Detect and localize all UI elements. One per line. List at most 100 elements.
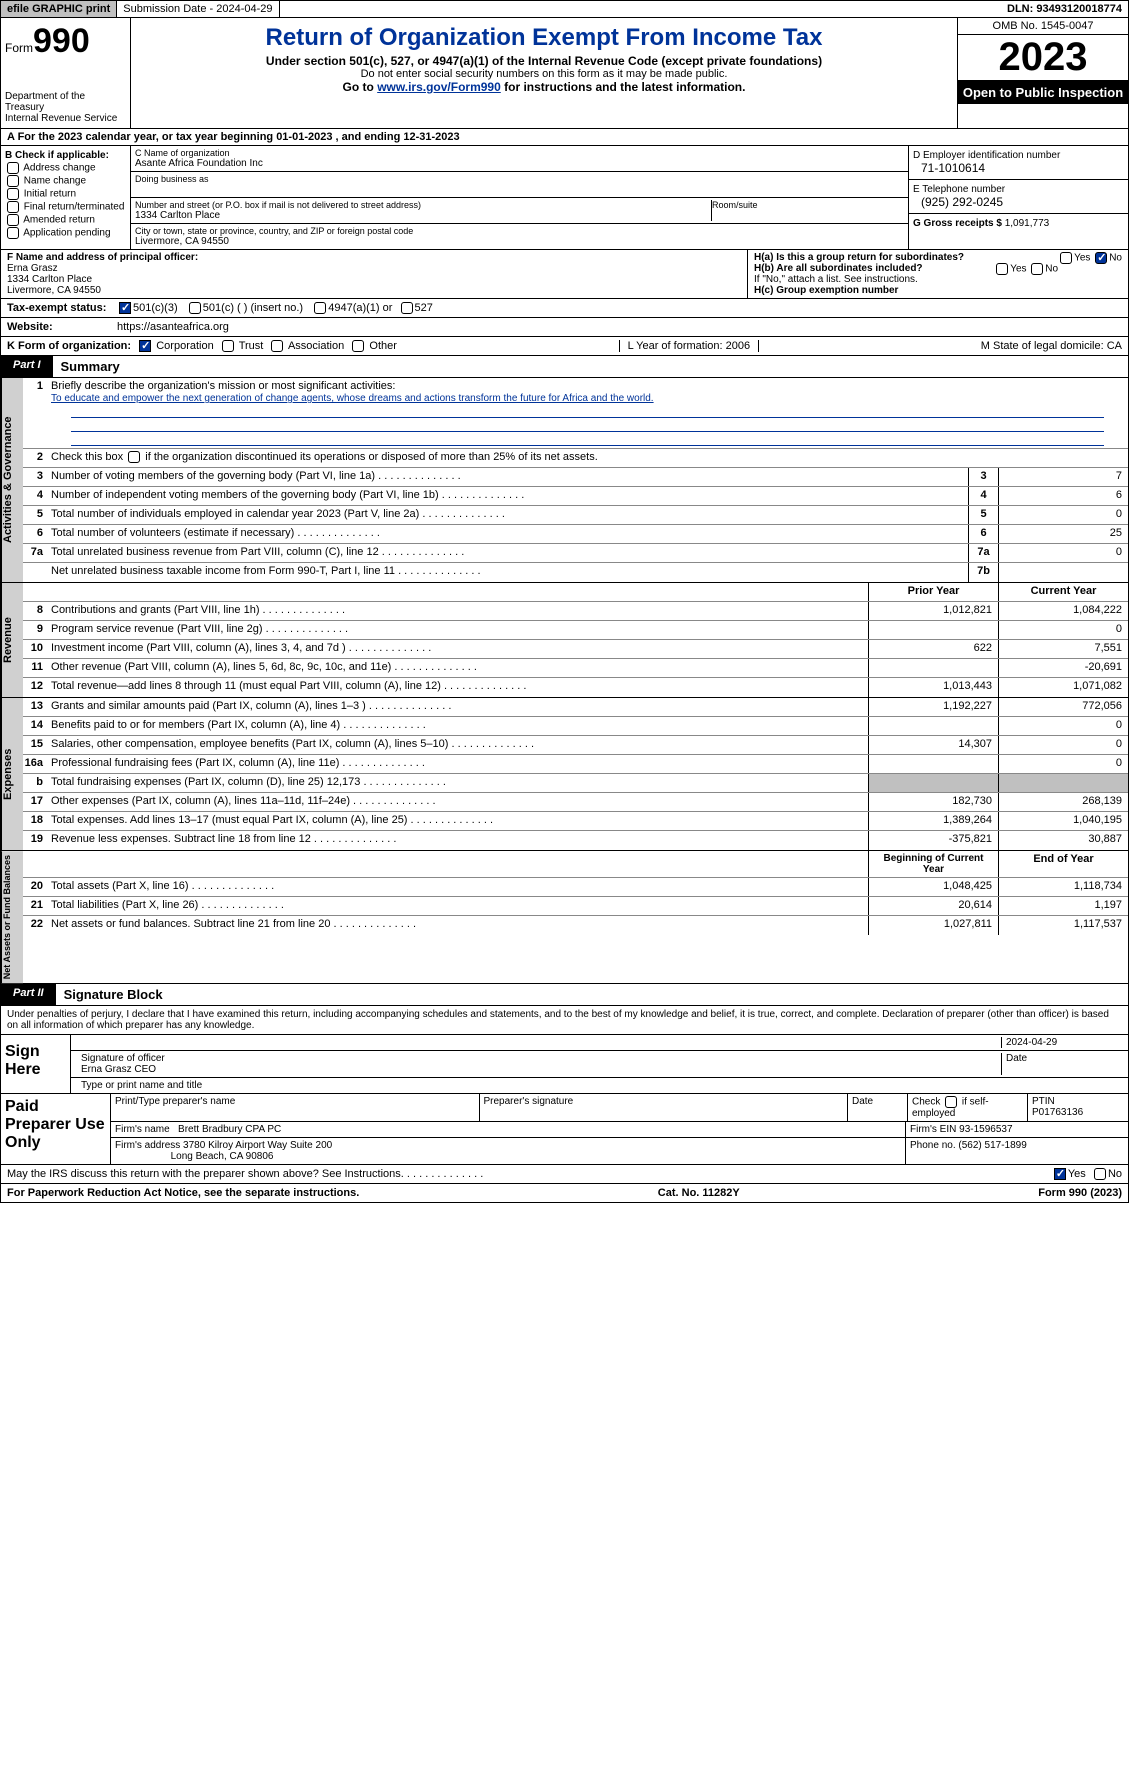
website-url[interactable]: https://asanteafrica.org: [117, 321, 229, 333]
department: Department of the Treasury Internal Reve…: [5, 91, 126, 124]
prior-year-header: Prior Year: [868, 583, 998, 601]
netassets-tab: Net Assets or Fund Balances: [1, 851, 23, 983]
address-change-checkbox[interactable]: [7, 162, 19, 174]
summary-row: 15Salaries, other compensation, employee…: [23, 736, 1128, 755]
form-title: Return of Organization Exempt From Incom…: [139, 24, 949, 52]
501c3-checkbox[interactable]: [119, 302, 131, 314]
row-k: K Form of organization: Corporation Trus…: [0, 337, 1129, 356]
summary-row: 6Total number of volunteers (estimate if…: [23, 525, 1128, 544]
officer-street: 1334 Carlton Place: [7, 274, 92, 285]
officer-name: Erna Grasz: [7, 263, 58, 274]
form-word: Form: [5, 41, 33, 55]
prep-date-label: Date: [848, 1094, 908, 1121]
hb-no-checkbox[interactable]: [1031, 263, 1043, 275]
form-ref: Form 990 (2023): [1038, 1187, 1122, 1199]
initial-return-checkbox[interactable]: [7, 188, 19, 200]
summary-row: 20Total assets (Part X, line 16)1,048,42…: [23, 878, 1128, 897]
hb-yes-checkbox[interactable]: [996, 263, 1008, 275]
summary-row: 5Total number of individuals employed in…: [23, 506, 1128, 525]
ein: 71-1010614: [913, 161, 1124, 175]
revenue-section: Revenue Prior Year Current Year 8Contrib…: [0, 583, 1129, 698]
self-employed-checkbox[interactable]: [945, 1096, 957, 1108]
sign-here-label: Sign Here: [1, 1035, 71, 1093]
officer-signed: Erna Grasz CEO: [81, 1064, 156, 1075]
summary-row: 19Revenue less expenses. Subtract line 1…: [23, 831, 1128, 850]
application-pending-checkbox[interactable]: [7, 227, 19, 239]
summary-row: 7aTotal unrelated business revenue from …: [23, 544, 1128, 563]
section-bcd: B Check if applicable: Address change Na…: [0, 146, 1129, 250]
gross-receipts: 1,091,773: [1005, 218, 1050, 229]
row-j: Website: https://asanteafrica.org: [0, 318, 1129, 337]
ha-no-checkbox[interactable]: [1095, 252, 1107, 264]
name-change-checkbox[interactable]: [7, 175, 19, 187]
subtitle-2: Do not enter social security numbers on …: [139, 68, 949, 80]
firm-phone: (562) 517-1899: [958, 1140, 1026, 1151]
summary-row: 21Total liabilities (Part X, line 26)20,…: [23, 897, 1128, 916]
part1-title: Summary: [53, 356, 128, 377]
summary-row: 10Investment income (Part VIII, column (…: [23, 640, 1128, 659]
summary-row: 14Benefits paid to or for members (Part …: [23, 717, 1128, 736]
header-left: Form990 Department of the Treasury Inter…: [1, 18, 131, 128]
h-note: If "No," attach a list. See instructions…: [754, 274, 1122, 285]
box-b: B Check if applicable: Address change Na…: [1, 146, 131, 249]
discuss-no-checkbox[interactable]: [1094, 1168, 1106, 1180]
summary-row: 9Program service revenue (Part VIII, lin…: [23, 621, 1128, 640]
box-f: F Name and address of principal officer:…: [1, 250, 748, 298]
expenses-section: Expenses 13Grants and similar amounts pa…: [0, 698, 1129, 851]
street-label: Number and street (or P.O. box if mail i…: [135, 200, 711, 210]
state-domicile: M State of legal domicile: CA: [981, 340, 1122, 352]
discuss-yes-checkbox[interactable]: [1054, 1168, 1066, 1180]
self-employed: Check if self-employed: [908, 1094, 1028, 1121]
association-checkbox[interactable]: [271, 340, 283, 352]
omb-number: OMB No. 1545-0047: [958, 18, 1128, 35]
hc-label: H(c) Group exemption number: [754, 285, 898, 296]
org-name: Asante Africa Foundation Inc: [135, 158, 904, 169]
city: Livermore, CA 94550: [135, 236, 904, 247]
part1-header: Part I Summary: [0, 356, 1129, 378]
end-year-header: End of Year: [998, 851, 1128, 877]
room-label: Room/suite: [712, 200, 904, 210]
summary-row: 18Total expenses. Add lines 13–17 (must …: [23, 812, 1128, 831]
box-c: C Name of organization Asante Africa Fou…: [131, 146, 908, 249]
inspection-label: Open to Public Inspection: [958, 81, 1128, 104]
4947-checkbox[interactable]: [314, 302, 326, 314]
firm-addr2: Long Beach, CA 90806: [171, 1151, 274, 1162]
mission: To educate and empower the next generati…: [51, 393, 654, 404]
discuss-row: May the IRS discuss this return with the…: [0, 1165, 1129, 1184]
city-label: City or town, state or province, country…: [135, 226, 904, 236]
summary-row: bTotal fundraising expenses (Part IX, co…: [23, 774, 1128, 793]
row-i: Tax-exempt status: 501(c)(3) 501(c) ( ) …: [0, 299, 1129, 318]
begin-year-header: Beginning of Current Year: [868, 851, 998, 877]
box-h: H(a) Is this a group return for subordin…: [748, 250, 1128, 298]
gross-label: G Gross receipts $: [913, 218, 1002, 229]
footer: For Paperwork Reduction Act Notice, see …: [0, 1184, 1129, 1203]
irs-link[interactable]: www.irs.gov/Form990: [377, 80, 501, 94]
527-checkbox[interactable]: [401, 302, 413, 314]
ha-yes-checkbox[interactable]: [1060, 252, 1072, 264]
amended-return-checkbox[interactable]: [7, 214, 19, 226]
sig-date: 2024-04-29: [1002, 1037, 1122, 1048]
discontinued-checkbox[interactable]: [128, 451, 140, 463]
summary-row: 11Other revenue (Part VIII, column (A), …: [23, 659, 1128, 678]
line2: Check this box if the organization disco…: [47, 449, 1128, 467]
trust-checkbox[interactable]: [222, 340, 234, 352]
form-header: Form990 Department of the Treasury Inter…: [0, 18, 1129, 129]
ptin: P01763136: [1032, 1107, 1083, 1118]
summary-row: 4Number of independent voting members of…: [23, 487, 1128, 506]
paperwork-notice: For Paperwork Reduction Act Notice, see …: [7, 1187, 359, 1199]
501c-checkbox[interactable]: [189, 302, 201, 314]
subtitle-1: Under section 501(c), 527, or 4947(a)(1)…: [139, 54, 949, 68]
dba-label: Doing business as: [135, 174, 904, 184]
date-label: Date: [1002, 1053, 1122, 1075]
officer-city: Livermore, CA 94550: [7, 285, 101, 296]
summary-row: 8Contributions and grants (Part VIII, li…: [23, 602, 1128, 621]
summary-row: Net unrelated business taxable income fr…: [23, 563, 1128, 582]
final-return-checkbox[interactable]: [7, 201, 19, 213]
firm-ein: 93-1596537: [959, 1124, 1012, 1135]
other-checkbox[interactable]: [352, 340, 364, 352]
part2-header: Part II Signature Block: [0, 984, 1129, 1006]
firm-addr1: 3780 Kilroy Airport Way Suite 200: [183, 1140, 332, 1151]
corporation-checkbox[interactable]: [139, 340, 151, 352]
cat-no: Cat. No. 11282Y: [658, 1187, 740, 1199]
box-d: D Employer identification number 71-1010…: [908, 146, 1128, 249]
